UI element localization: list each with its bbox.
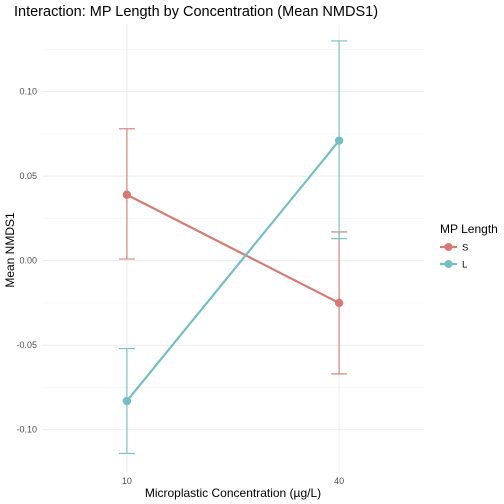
- legend-item-s: S: [440, 243, 468, 254]
- series-l: [118, 40, 348, 454]
- data-point: [122, 396, 132, 406]
- data-point: [334, 298, 344, 308]
- legend-title: MP Length: [440, 222, 498, 236]
- legend-label: L: [462, 260, 467, 271]
- series-line: [126, 139, 340, 402]
- y-tick-label: -0.05: [16, 340, 37, 350]
- legend-label: S: [462, 243, 468, 254]
- series-s: [118, 128, 348, 375]
- data-point: [122, 190, 132, 199]
- x-axis-title: Microplastic Concentration (µg/L): [145, 486, 321, 500]
- y-axis-ticks: -0.10 -0.05 0.00 0.05 0.10: [16, 87, 37, 435]
- y-tick-label: 0.00: [19, 256, 37, 266]
- x-tick-label: 40: [334, 476, 344, 486]
- series-line: [126, 193, 340, 304]
- legend-key-point: [444, 243, 453, 251]
- legend-item-l: L: [440, 260, 467, 271]
- y-axis-title: Mean NMDS1: [3, 212, 17, 288]
- y-tick-label: -0.10: [16, 425, 37, 435]
- y-tick-label: 0.10: [19, 87, 37, 97]
- y-tick-label: 0.05: [19, 171, 37, 181]
- x-tick-label: 10: [122, 476, 132, 486]
- legend-key-point: [444, 260, 453, 268]
- data-point: [334, 136, 344, 145]
- series-layer: [118, 40, 348, 454]
- legend: MP Length SL: [440, 222, 498, 271]
- chart-title: Interaction: MP Length by Concentration …: [14, 4, 378, 20]
- x-axis-ticks: 10 40: [122, 476, 344, 486]
